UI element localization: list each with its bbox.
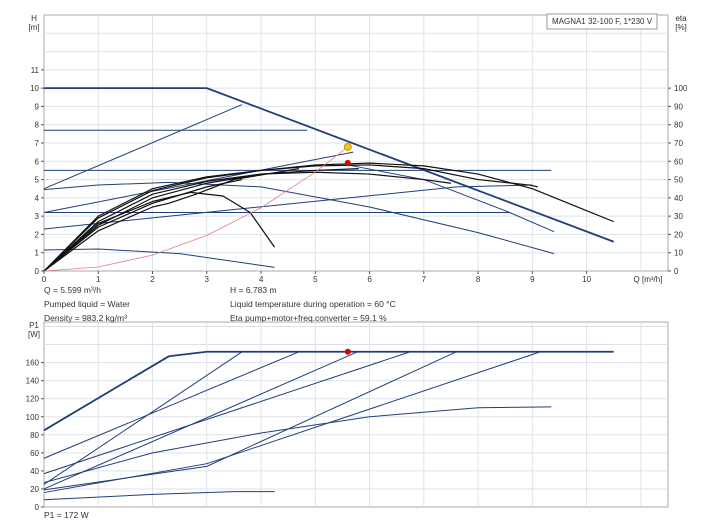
info-p1: P1 = 172 W [44, 510, 89, 520]
eta-curve [43, 168, 300, 272]
power-curve [43, 491, 275, 501]
eta-axis-unit: [%] [675, 23, 687, 32]
head-curve [44, 87, 615, 243]
eta-tick-label: 0 [674, 267, 679, 276]
power-curve [43, 351, 358, 490]
eta-tick-label: 20 [674, 230, 683, 239]
power-curve [43, 351, 457, 491]
power-curve [43, 406, 552, 484]
head-curve [43, 151, 354, 213]
y-tick-label: 6 [35, 157, 40, 166]
x-tick-label: 10 [582, 275, 591, 284]
x-tick-label: 7 [422, 275, 427, 284]
x-tick-label: 6 [367, 275, 372, 284]
y-tick-label: 7 [35, 139, 40, 148]
power-point [344, 348, 351, 355]
y-tick-label: 0 [35, 503, 40, 512]
eta-tick-label: 30 [674, 212, 683, 221]
x-tick-label: 3 [205, 275, 210, 284]
x-tick-label: 0 [42, 275, 47, 284]
y-tick-label: 100 [26, 413, 40, 422]
eta-tick-label: 100 [674, 84, 688, 93]
x-tick-label: 5 [313, 275, 318, 284]
duty-point [343, 142, 352, 151]
y-tick-label: 9 [35, 102, 40, 111]
plot-area [43, 321, 669, 508]
info-density: Density = 983.2 kg/m³ [44, 313, 127, 323]
eta-axis-label: eta [675, 14, 687, 23]
info-h: H = 6.783 m [230, 285, 277, 295]
info-temp: Liquid temperature during operation = 60… [230, 299, 396, 309]
x-tick-label: 8 [476, 275, 481, 284]
power-curve [43, 351, 541, 494]
x-tick-label: 1 [96, 275, 101, 284]
eta-tick-label: 40 [674, 194, 683, 203]
y-axis-unit: [m] [28, 23, 39, 32]
eta-point [344, 159, 351, 166]
x-tick-label: 4 [259, 275, 264, 284]
y-tick-label: 10 [30, 84, 39, 93]
power-curve [43, 351, 300, 459]
info-liquid: Pumped liquid = Water [44, 299, 130, 309]
head-curve [43, 181, 555, 255]
y-axis-label: P1 [29, 321, 39, 330]
system-curve [43, 146, 349, 272]
info-eta: Eta pump+motor+freq.converter = 59.1 % [230, 313, 387, 323]
power-curve [43, 351, 411, 475]
x-tick-label: 9 [530, 275, 535, 284]
y-tick-label: 20 [30, 485, 39, 494]
y-tick-label: 60 [30, 449, 39, 458]
chart-title: MAGNA1 32-100 F, 1*230 V [552, 17, 653, 26]
eta-curve [43, 168, 359, 272]
y-tick-label: 3 [35, 212, 40, 221]
title-box [546, 13, 658, 30]
eta-curve [43, 164, 538, 272]
eta-curve [43, 178, 243, 272]
x-axis-label: Q [m³/h] [634, 275, 663, 284]
y-tick-label: 40 [30, 467, 39, 476]
eta-tick-label: 50 [674, 176, 683, 185]
y-tick-label: 8 [35, 121, 40, 130]
head-curve [347, 164, 555, 233]
eta-tick-label: 70 [674, 139, 683, 148]
y-tick-label: 120 [26, 395, 40, 404]
eta-tick-label: 10 [674, 249, 683, 258]
head-curve [43, 104, 243, 190]
y-tick-label: 0 [35, 267, 40, 276]
y-tick-label: 11 [31, 66, 40, 75]
y-tick-label: 4 [35, 194, 40, 203]
y-tick-label: 2 [35, 230, 40, 239]
y-axis-unit: [W] [28, 330, 40, 339]
eta-tick-label: 90 [674, 102, 683, 111]
eta-tick-label: 80 [674, 121, 683, 130]
y-tick-label: 80 [30, 431, 39, 440]
y-tick-label: 5 [35, 176, 40, 185]
y-axis-label: H [31, 14, 37, 23]
head-curve [43, 184, 533, 230]
eta-curve [43, 162, 614, 272]
y-tick-label: 140 [26, 377, 40, 386]
info-q: Q = 5.599 m³/h [44, 285, 101, 295]
x-tick-label: 2 [150, 275, 155, 284]
y-tick-label: 160 [26, 359, 40, 368]
y-tick-label: 1 [35, 249, 40, 258]
eta-tick-label: 60 [674, 157, 683, 166]
